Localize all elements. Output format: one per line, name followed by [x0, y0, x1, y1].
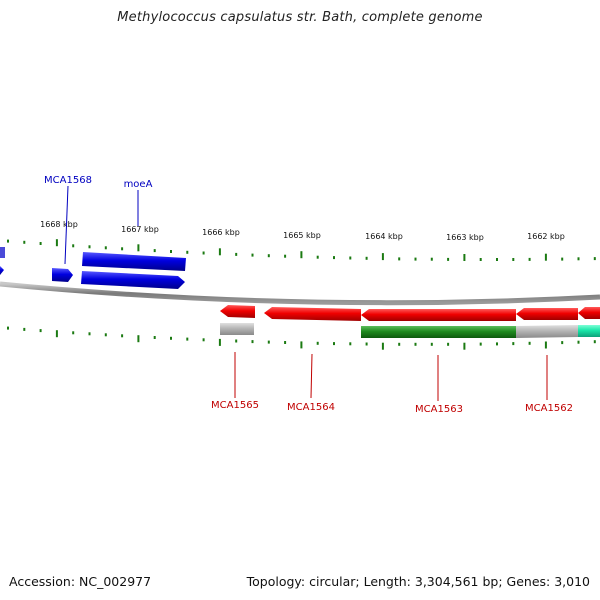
gene-label-MCA1563[interactable]: MCA1563 [415, 404, 463, 415]
gene-feature-MCA1568[interactable] [52, 268, 73, 282]
genome-summary-text: Topology: circular; Length: 3,304,561 bp… [246, 574, 590, 589]
gene-label-MCA1565[interactable]: MCA1565 [211, 400, 259, 411]
gene-label-MCA1562[interactable]: MCA1562 [525, 403, 573, 414]
accession-text: Accession: NC_002977 [9, 574, 152, 589]
gene-label-moeA[interactable]: moeA [124, 179, 153, 190]
tick-label-1667: 1667 kbp [121, 225, 159, 234]
gene-feature-reverse-edge[interactable] [578, 307, 600, 319]
tick-label-1666: 1666 kbp [202, 228, 240, 237]
reverse-strand-features [220, 305, 600, 338]
page-title: Methylococcus capsulatus str. Bath, comp… [117, 10, 483, 25]
gene-label-MCA1564[interactable]: MCA1564 [287, 402, 335, 413]
gene-feature-MCA1564[interactable] [264, 307, 361, 321]
gene-feature-moeA[interactable] [82, 252, 186, 271]
gene-feature-moeA-lower[interactable] [81, 271, 185, 289]
tick-label-1664: 1664 kbp [365, 232, 403, 241]
tick-label-1663: 1663 kbp [446, 233, 484, 242]
tick-ring-inner [7, 326, 596, 350]
forward-strand-features [0, 247, 186, 289]
gene-feature-MCA1562[interactable] [516, 308, 578, 320]
gene-feature-MCA1562-pseudo[interactable] [516, 325, 578, 338]
tick-ring-outer [7, 239, 596, 261]
leader-MCA1564 [310, 353, 313, 399]
gene-feature-MCA1565[interactable] [220, 305, 255, 318]
tick-label-1668: 1668 kbp [40, 220, 78, 229]
tick-labels: 1668 kbp 1667 kbp 1666 kbp 1665 kbp 1664… [40, 220, 565, 242]
gene-feature-MCA1563[interactable] [361, 309, 516, 321]
gene-label-MCA1568[interactable]: MCA1568 [44, 175, 92, 186]
gene-labels: MCA1568 moeA MCA1565 MCA1564 MCA1563 MCA… [44, 175, 573, 415]
gene-feature-MCA1565-pseudo[interactable] [220, 323, 254, 335]
genome-backbone [0, 281, 600, 306]
leader-MCA1568 [64, 185, 69, 265]
gene-feature-other-edge[interactable] [578, 325, 600, 337]
gene-feature-MCA1563-rna[interactable] [361, 326, 516, 338]
tick-label-1665: 1665 kbp [283, 231, 321, 240]
gene-label-leaders [64, 185, 548, 401]
gene-feature-forward-edge-bottom[interactable] [0, 266, 4, 275]
gene-feature-forward-edge-top[interactable] [0, 247, 5, 258]
tick-label-1662: 1662 kbp [527, 232, 565, 241]
